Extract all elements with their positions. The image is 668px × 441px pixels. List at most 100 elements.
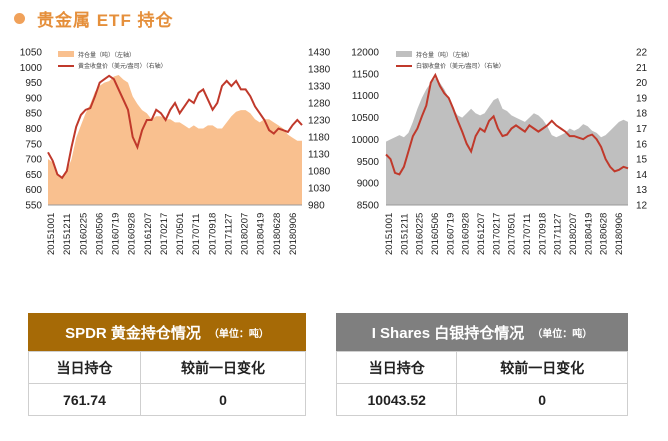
legend-label-holdings: 持仓量（吨）（左轴）	[78, 51, 135, 59]
left-axis-tick: 850	[25, 109, 42, 120]
x-axis-tick: 20170217	[159, 213, 170, 255]
right-axis-tick: 1280	[308, 99, 331, 110]
x-axis-tick: 20180906	[288, 213, 299, 255]
silver-holding-value: 10043.52	[335, 383, 458, 416]
left-axis-tick: 1050	[20, 48, 43, 59]
x-axis-tick: 20161207	[476, 213, 487, 255]
holdings-area	[386, 78, 628, 205]
right-axis-tick: 1130	[308, 150, 330, 161]
x-axis-tick: 20160225	[415, 213, 426, 255]
right-axis-tick: 1430	[308, 48, 331, 59]
left-axis-tick: 10000	[351, 135, 379, 146]
gold-panel-unit: （单位：吨）	[208, 328, 269, 340]
gold-panel-title: SPDR 黄金持仓情况	[65, 324, 201, 342]
price-line	[47, 74, 303, 180]
x-axis-tick: 20161207	[143, 213, 154, 255]
x-axis-tick: 20160719	[445, 213, 456, 255]
gold-panel-header: SPDR 黄金持仓情况 （单位：吨）	[28, 313, 306, 351]
bullet-icon	[14, 12, 25, 24]
holdings-area	[48, 75, 302, 205]
gold-etf-chart: 1050 1000 950 900 850 800 750 700 650 600 550 1430 1…	[20, 48, 331, 256]
x-axis-tick: 20180419	[583, 213, 594, 255]
silver-panel-title: I Shares 白银持仓情况	[371, 324, 525, 342]
left-axis-tick: 11000	[352, 91, 380, 102]
x-axis-tick: 20180906	[614, 213, 625, 255]
left-axis-tick: 750	[25, 139, 42, 150]
silver-panel-header: I Shares 白银持仓情况 （单位：吨）	[336, 313, 628, 351]
x-axis-tick: 20180419	[256, 213, 267, 255]
left-axis-tick: 950	[25, 78, 42, 89]
x-axis-tick: 20151211	[62, 213, 73, 255]
x-axis-tick: 20160719	[111, 213, 122, 255]
x-axis-tick: 20170918	[537, 213, 548, 255]
right-axis-tick: 1380	[308, 65, 331, 76]
left-axis-tick: 9000	[357, 179, 380, 190]
right-axis-tick: 1080	[308, 167, 331, 178]
x-axis-tick: 20160506	[94, 213, 105, 255]
gold-holdings-panel: SPDR 黄金持仓情况 （单位：吨） 当日持仓 较前一日变化 761.74 0	[28, 313, 307, 425]
price-line	[385, 72, 629, 176]
legend-label-holdings: 持仓量（吨）（左轴）	[416, 51, 473, 59]
right-axis-tick: 14	[636, 170, 648, 181]
legend-swatch-area	[396, 51, 412, 57]
right-axis-tick: 15	[636, 155, 648, 166]
right-axis-tick: 19	[636, 93, 648, 104]
gold-holding-value: 761.74	[28, 383, 141, 416]
table-row: 761.74 0	[28, 383, 307, 416]
x-axis-tick: 20151001	[384, 213, 395, 255]
x-axis-tick: 20171127	[553, 213, 564, 255]
right-axis-tick: 980	[308, 201, 325, 212]
x-axis-tick: 20180628	[599, 213, 610, 255]
silver-etf-chart: 12000 11500 11000 10500 10000 9500 9000 8500 22 2…	[351, 48, 648, 256]
x-axis-tick: 20170711	[191, 213, 202, 255]
left-axis-tick: 10500	[351, 113, 379, 124]
silver-holdings-table: 当日持仓 较前一日变化 10043.52 0	[335, 351, 628, 416]
right-axis-tick: 18	[636, 109, 648, 120]
left-axis-tick: 900	[25, 93, 42, 104]
x-axis-tick: 20160506	[430, 213, 441, 255]
table-row: 当日持仓 较前一日变化	[28, 351, 307, 384]
x-axis-tick: 20170501	[507, 213, 518, 255]
silver-change-value: 0	[456, 383, 628, 416]
silver-col-change-label: 较前一日变化	[456, 351, 628, 384]
gold-holdings-table: 当日持仓 较前一日变化 761.74 0	[28, 351, 307, 416]
left-axis-tick: 8500	[357, 201, 380, 212]
x-axis-tick: 20180628	[272, 213, 283, 255]
x-axis-tick: 20160928	[127, 213, 138, 255]
right-axis-tick: 16	[636, 139, 648, 150]
legend-swatch-area	[58, 51, 74, 57]
right-axis-tick: 13	[636, 185, 648, 196]
right-axis-tick: 1330	[308, 82, 331, 93]
x-axis-tick: 20151001	[46, 213, 57, 255]
x-axis-tick: 20180207	[568, 213, 579, 255]
x-axis-tick: 20170501	[175, 213, 186, 255]
x-axis-tick: 20170217	[491, 213, 502, 255]
left-axis-tick: 12000	[351, 48, 379, 59]
x-axis-tick: 20160928	[461, 213, 472, 255]
page-title: 贵金属 ETF 持仓	[37, 10, 174, 30]
x-axis-tick: 20170711	[522, 213, 533, 255]
left-axis-tick: 650	[25, 170, 42, 181]
left-axis-tick: 11500	[352, 69, 380, 80]
x-axis-tick: 20160225	[78, 213, 89, 255]
right-axis-tick: 12	[636, 201, 648, 212]
left-axis-tick: 700	[25, 155, 42, 166]
right-axis-tick: 17	[636, 124, 648, 135]
silver-holdings-panel: I Shares 白银持仓情况 （单位：吨） 当日持仓 较前一日变化 10043…	[335, 313, 628, 425]
table-row: 10043.52 0	[335, 383, 628, 416]
x-axis-tick: 20151211	[399, 213, 410, 255]
right-axis-tick: 1030	[308, 184, 331, 195]
left-axis-tick: 1000	[20, 63, 43, 74]
left-axis-tick: 9500	[357, 157, 380, 168]
right-axis-tick: 1230	[308, 116, 331, 127]
right-axis-tick: 22	[636, 48, 648, 59]
gold-col-holding-label: 当日持仓	[28, 351, 141, 384]
left-axis-tick: 550	[25, 201, 42, 212]
left-axis-tick: 800	[25, 124, 42, 135]
legend-label-price: 黄金收盘价（美元/盎司）（右轴）	[78, 62, 167, 70]
silver-col-holding-label: 当日持仓	[335, 351, 458, 384]
right-axis-tick: 21	[636, 63, 648, 74]
legend-label-price: 白银收盘价（美元/盎司）（右轴）	[416, 62, 505, 70]
right-axis-tick: 20	[636, 78, 648, 89]
gold-change-value: 0	[139, 383, 307, 416]
